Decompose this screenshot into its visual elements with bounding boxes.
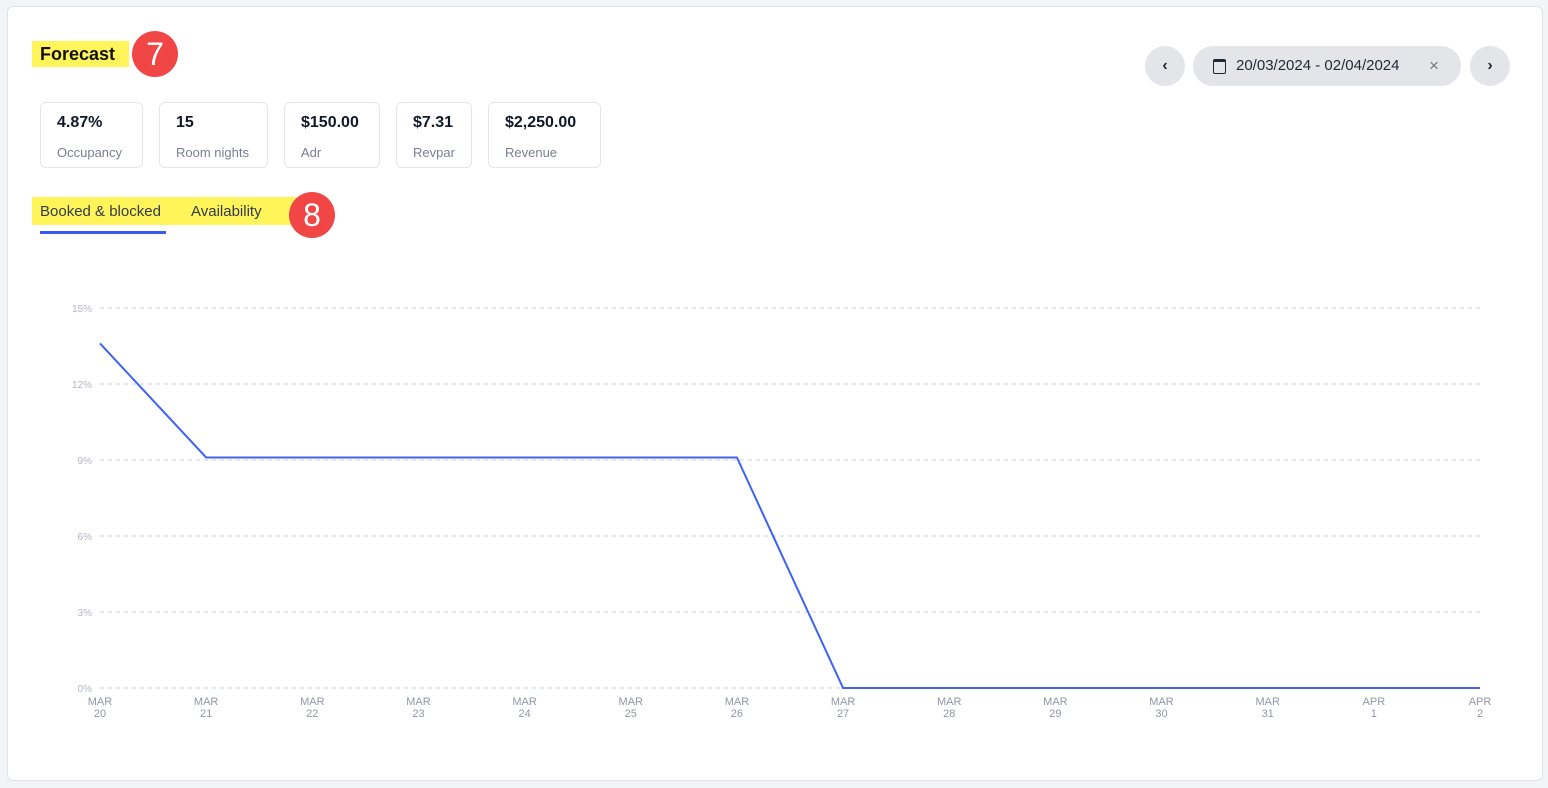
x-tick-label: 2 [1477, 708, 1483, 720]
x-tick-label: 21 [200, 708, 212, 720]
metric-occupancy: 4.87% Occupancy [40, 102, 143, 168]
metric-room-nights: 15 Room nights [159, 102, 268, 168]
x-tick-label: 29 [1049, 708, 1061, 720]
calendar-icon [1213, 59, 1226, 74]
chart-tabs: Booked & blocked Availability [32, 197, 298, 225]
annotation-badge: 8 [289, 192, 335, 238]
metric-label: Revenue [505, 145, 558, 160]
close-icon[interactable]: × [1429, 56, 1439, 75]
x-tick-label: MAR [937, 696, 962, 708]
metric-revpar: $7.31 Revpar [396, 102, 472, 168]
x-tick-label: 24 [518, 708, 530, 720]
metric-label: Occupancy [57, 145, 123, 160]
x-tick-label: 27 [837, 708, 849, 720]
x-tick-label: MAR [831, 696, 856, 708]
x-tick-label: MAR [194, 696, 219, 708]
tab-booked-blocked[interactable]: Booked & blocked [40, 203, 161, 220]
page-title: Forecast [32, 41, 130, 67]
x-tick-label: 1 [1371, 708, 1377, 720]
x-tick-label: 30 [1155, 708, 1167, 720]
x-tick-label: MAR [512, 696, 537, 708]
x-tick-label: APR [1469, 696, 1492, 708]
y-tick-label: 12% [72, 380, 92, 391]
y-tick-label: 0% [78, 684, 93, 695]
metric-value: 15 [176, 114, 194, 131]
x-tick-label: MAR [88, 696, 113, 708]
tab-availability[interactable]: Availability [191, 203, 262, 220]
metric-label: Adr [301, 145, 322, 160]
y-tick-label: 9% [78, 456, 93, 467]
x-tick-label: 20 [94, 708, 106, 720]
x-tick-label: MAR [300, 696, 325, 708]
x-tick-label: MAR [406, 696, 431, 708]
x-tick-label: MAR [725, 696, 750, 708]
x-tick-label: 31 [1262, 708, 1274, 720]
date-range-value: 20/03/2024 - 02/04/2024 [1236, 57, 1400, 74]
x-tick-label: 22 [306, 708, 318, 720]
metric-value: $2,250.00 [505, 114, 577, 131]
metric-value: $150.00 [301, 114, 359, 131]
x-tick-label: APR [1363, 696, 1386, 708]
date-range-picker[interactable]: 20/03/2024 - 02/04/2024 × [1193, 46, 1461, 86]
y-tick-label: 15% [72, 304, 92, 315]
chevron-left-icon: ‹ [1162, 57, 1168, 74]
chevron-right-icon: › [1487, 57, 1493, 74]
annotation-badge: 7 [132, 31, 178, 77]
metric-value: $7.31 [413, 114, 454, 131]
metric-label: Revpar [413, 145, 455, 160]
metric-value: 4.87% [57, 114, 103, 131]
y-tick-label: 3% [78, 608, 93, 619]
y-tick-label: 6% [78, 532, 93, 543]
prev-range-button[interactable]: ‹ [1145, 46, 1185, 86]
x-tick-label: MAR [619, 696, 644, 708]
x-tick-label: 28 [943, 708, 955, 720]
next-range-button[interactable]: › [1470, 46, 1510, 86]
metric-label: Room nights [176, 145, 249, 160]
series-line [99, 342, 1480, 689]
metric-revenue: $2,250.00 Revenue [488, 102, 601, 168]
active-tab-indicator [40, 231, 166, 234]
x-tick-label: 23 [412, 708, 424, 720]
x-tick-label: 26 [731, 708, 743, 720]
metric-adr: $150.00 Adr [284, 102, 380, 168]
x-tick-label: MAR [1255, 696, 1280, 708]
forecast-card [7, 6, 1543, 781]
x-tick-label: MAR [1043, 696, 1068, 708]
x-tick-label: MAR [1149, 696, 1174, 708]
x-tick-label: 25 [625, 708, 637, 720]
